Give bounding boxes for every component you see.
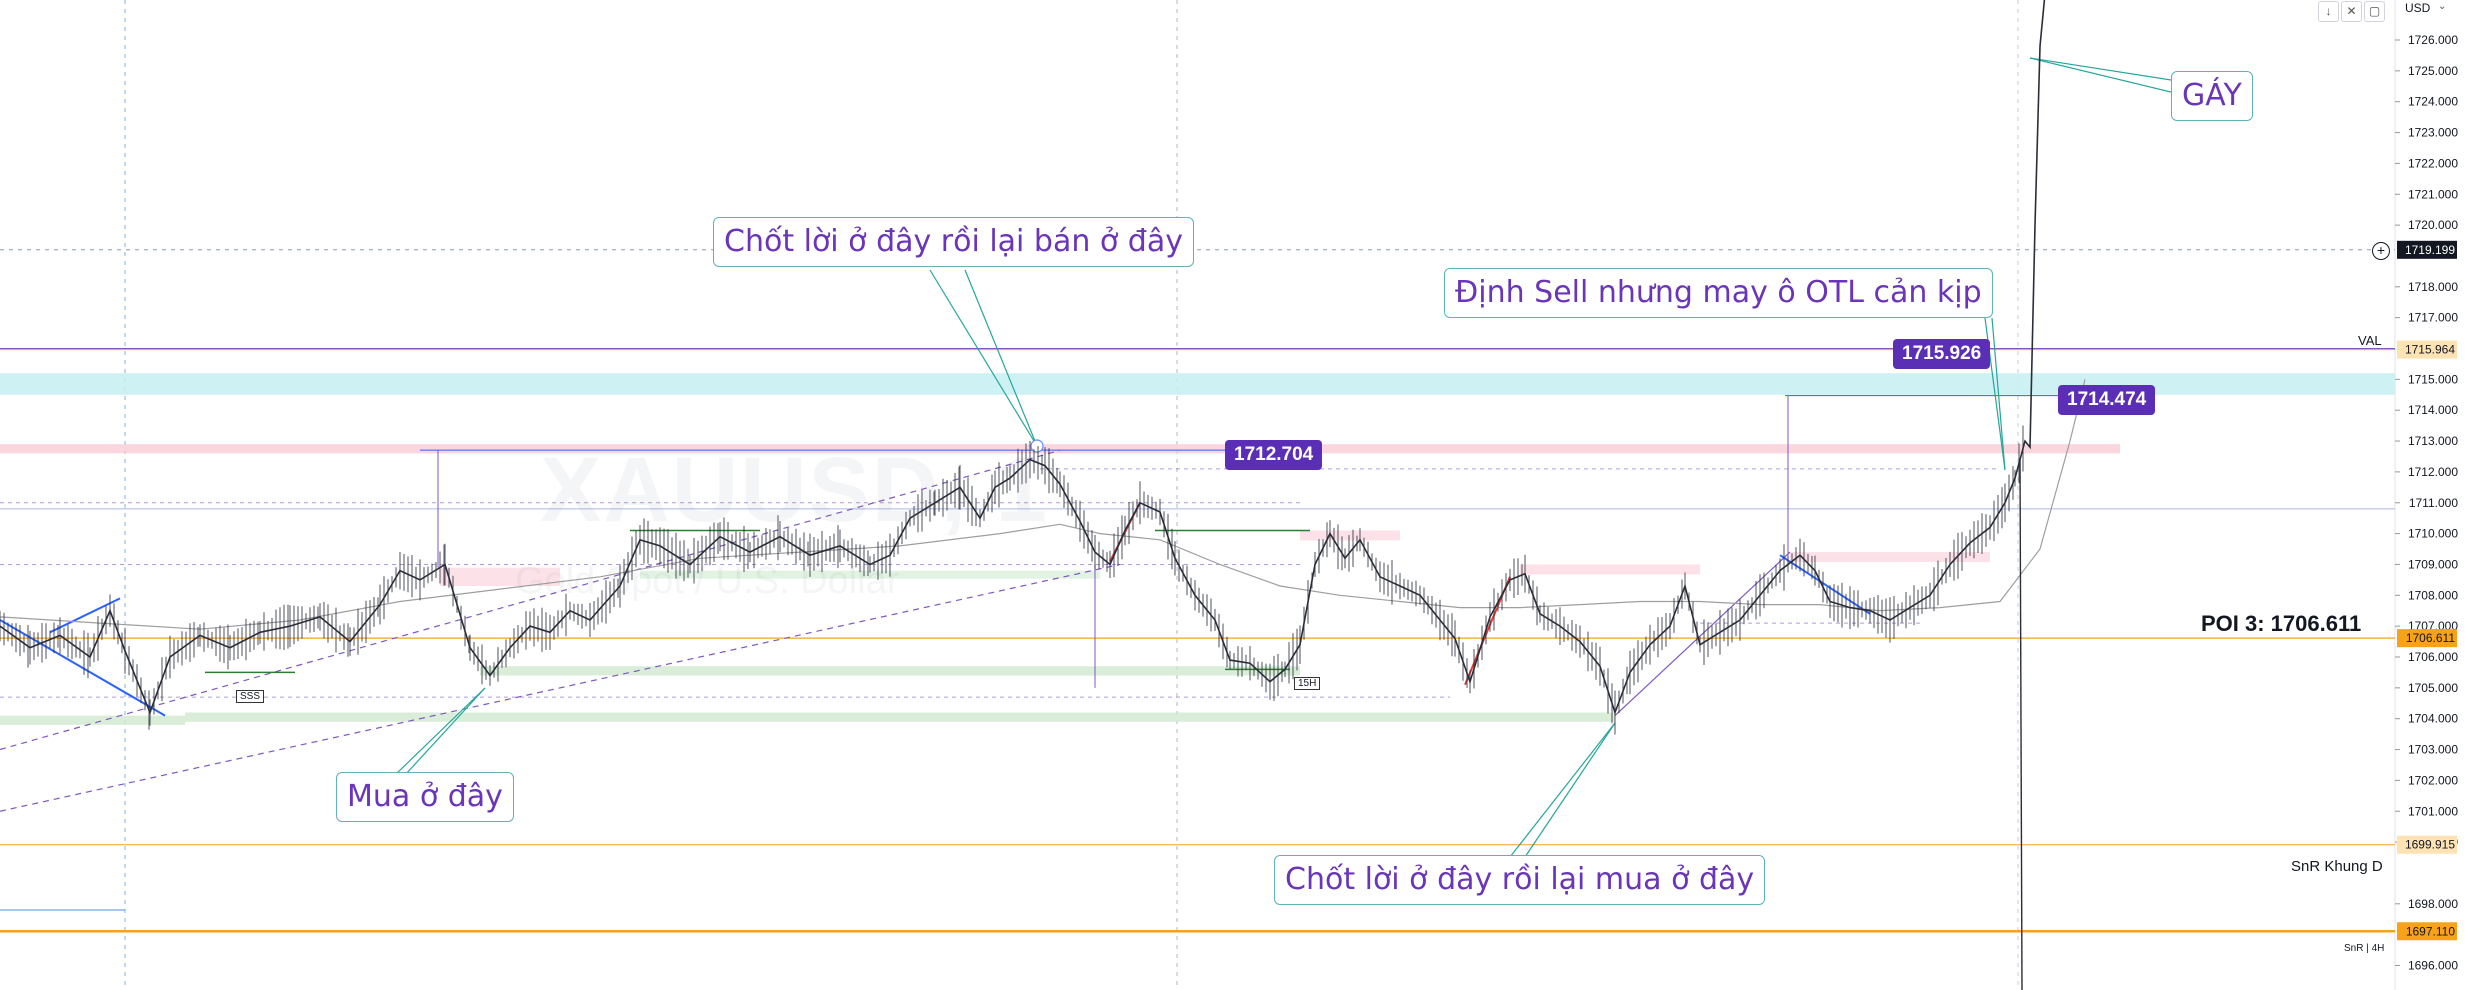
h15-label: 15H — [1294, 677, 1321, 690]
collapse-button[interactable]: ✕ — [2341, 1, 2362, 22]
swing-line-blue — [49, 597, 121, 634]
watermark-timeframe: 1 — [995, 439, 1049, 541]
axis-tick-label: 1705.000 — [2408, 681, 2458, 695]
drawings-layer — [0, 57, 2172, 858]
supply-zone-small — [1520, 564, 1700, 575]
demand-zone-green — [640, 570, 1100, 579]
price-tag-background — [2397, 835, 2457, 854]
price-tag-label: 1706.611 — [2406, 631, 2455, 645]
price-tag-label: 1699.915 — [2405, 838, 2455, 852]
supply-zone-pink — [0, 444, 2120, 454]
price-series-line — [0, 0, 2046, 715]
axis-tick-label: 1698.000 — [2408, 897, 2458, 911]
annotation-pointer — [404, 687, 486, 776]
snr-d-label: SnR Khung D — [2291, 858, 2383, 875]
annotation-pointer — [394, 687, 486, 776]
moving-average-line — [0, 379, 2086, 630]
price-axis: 1726.000 1725.000 1724.000 1723.000 1722.000… — [2395, 33, 2458, 973]
axis-tick-label: 1715.000 — [2408, 372, 2458, 386]
axis-tick-label: 1702.000 — [2408, 773, 2458, 787]
axis-tick-label: 1711.000 — [2409, 496, 2458, 510]
supply-zone-small — [1790, 552, 1990, 563]
trendline-upper — [0, 449, 1061, 751]
candle-wicks — [0, 425, 2024, 735]
symbol-description-watermark: Gold Spot / U.S. Dollar — [515, 560, 900, 602]
swing-line-blue — [1779, 554, 1871, 615]
axis-tick-label: 1721.000 — [2408, 187, 2458, 201]
series-layer — [0, 0, 2086, 990]
axis-tick-label: 1714.000 — [2408, 403, 2458, 417]
trendline-up — [1614, 551, 1791, 717]
poi-label: POI 3: 1706.611 — [2201, 611, 2362, 636]
currency-label: USD — [2405, 1, 2431, 15]
maximize-button[interactable]: ▢ — [2364, 1, 2385, 22]
price-tag-background — [2397, 922, 2457, 941]
axis-tick-label: 1723.000 — [2408, 126, 2458, 140]
demand-zone-green — [0, 715, 185, 725]
axis-tick-label: 1717.000 — [2408, 311, 2458, 325]
annotation-pointer — [1509, 722, 1616, 858]
add-alert-button[interactable]: + — [2372, 242, 2390, 260]
axis-tick-label: 1701.000 — [2408, 804, 2458, 818]
symbol-watermark: XAUUSD, 1 — [540, 438, 1049, 543]
chart-static-layer — [124, 0, 2396, 990]
annotation-pointer — [1524, 722, 1616, 858]
annotation-pointer — [929, 269, 1038, 447]
annotation-pointer — [1991, 317, 2006, 471]
price-tag-background — [2397, 629, 2457, 648]
chevron-down-icon[interactable]: ⌄ — [2438, 1, 2447, 12]
demand-zone-green — [480, 666, 1300, 676]
axis-tick-label: 1726.000 — [2408, 33, 2458, 47]
axis-tick-label: 1710.000 — [2408, 527, 2458, 541]
supply-demand-zone-cyan — [0, 373, 2395, 395]
axis-tick-label: 1724.000 — [2408, 95, 2458, 109]
axis-tick-label: 1720.000 — [2408, 218, 2458, 232]
val-label: VAL — [2358, 333, 2382, 348]
axis-tick-label: 1718.000 — [2408, 280, 2458, 294]
axis-tick-label: 1712.000 — [2408, 465, 2458, 479]
watermark-symbol: XAUUSD — [540, 439, 941, 541]
annotation-gay[interactable]: GÁY — [2171, 71, 2253, 121]
axis-tick-label: 1708.000 — [2408, 588, 2458, 602]
axis-tick-label: 1704.000 — [2408, 712, 2458, 726]
axis-tick-label: 1703.000 — [2408, 743, 2458, 757]
supply-zone-small — [440, 567, 560, 587]
price-box-1712[interactable]: 1712.704 — [1225, 440, 1323, 470]
sss-label: SSS — [236, 690, 265, 703]
annotation-take-profit-buy[interactable]: Chốt lời ở đây rồi lại mua ở đây — [1274, 855, 1766, 905]
snr-4h-label: SnR | 4H — [2344, 943, 2385, 954]
axis-tick-label: 1709.000 — [2408, 557, 2458, 571]
supply-zone-small — [1300, 530, 1400, 541]
axis-tick-label: 1706.000 — [2408, 650, 2458, 664]
watermark-separator: , — [940, 439, 996, 541]
annotation-pointer — [2029, 57, 2172, 81]
demand-zone-green — [185, 712, 1615, 722]
annotation-anchor — [1030, 439, 1044, 453]
zones-layer — [0, 373, 2395, 725]
price-tag-background — [2397, 240, 2457, 259]
price-box-1714[interactable]: 1714.474 — [2058, 385, 2156, 415]
axis-tick-label: 1696.000 — [2408, 959, 2458, 973]
axis-tick-label: 1722.000 — [2408, 156, 2458, 170]
axis-tick-label: 1713.000 — [2408, 434, 2458, 448]
axis-tick-label: 1725.000 — [2408, 64, 2458, 78]
spike-candle — [2019, 459, 2023, 990]
annotation-buy-here[interactable]: Mua ở đây — [336, 772, 514, 822]
price-tag-label: 1719.199 — [2405, 243, 2455, 257]
annotation-intended-sell[interactable]: Định Sell nhưng may ô OTL cản kịp — [1444, 268, 1993, 318]
price-tag-label: 1715.964 — [2405, 343, 2455, 357]
annotation-pointer — [964, 269, 1038, 447]
price-tag-background — [2397, 340, 2457, 359]
annotation-take-profit-sell[interactable]: Chốt lời ở đây rồi lại bán ở đây — [713, 217, 1194, 267]
scroll-down-button[interactable]: ↓ — [2318, 1, 2339, 22]
trendline-lower — [0, 563, 1121, 812]
price-tag-label: 1697.110 — [2406, 924, 2455, 938]
annotation-pointer — [2029, 57, 2172, 93]
swing-line-blue — [0, 619, 166, 717]
horizontal-lines-layer — [0, 249, 2395, 933]
price-box-1715[interactable]: 1715.926 — [1893, 339, 1991, 369]
